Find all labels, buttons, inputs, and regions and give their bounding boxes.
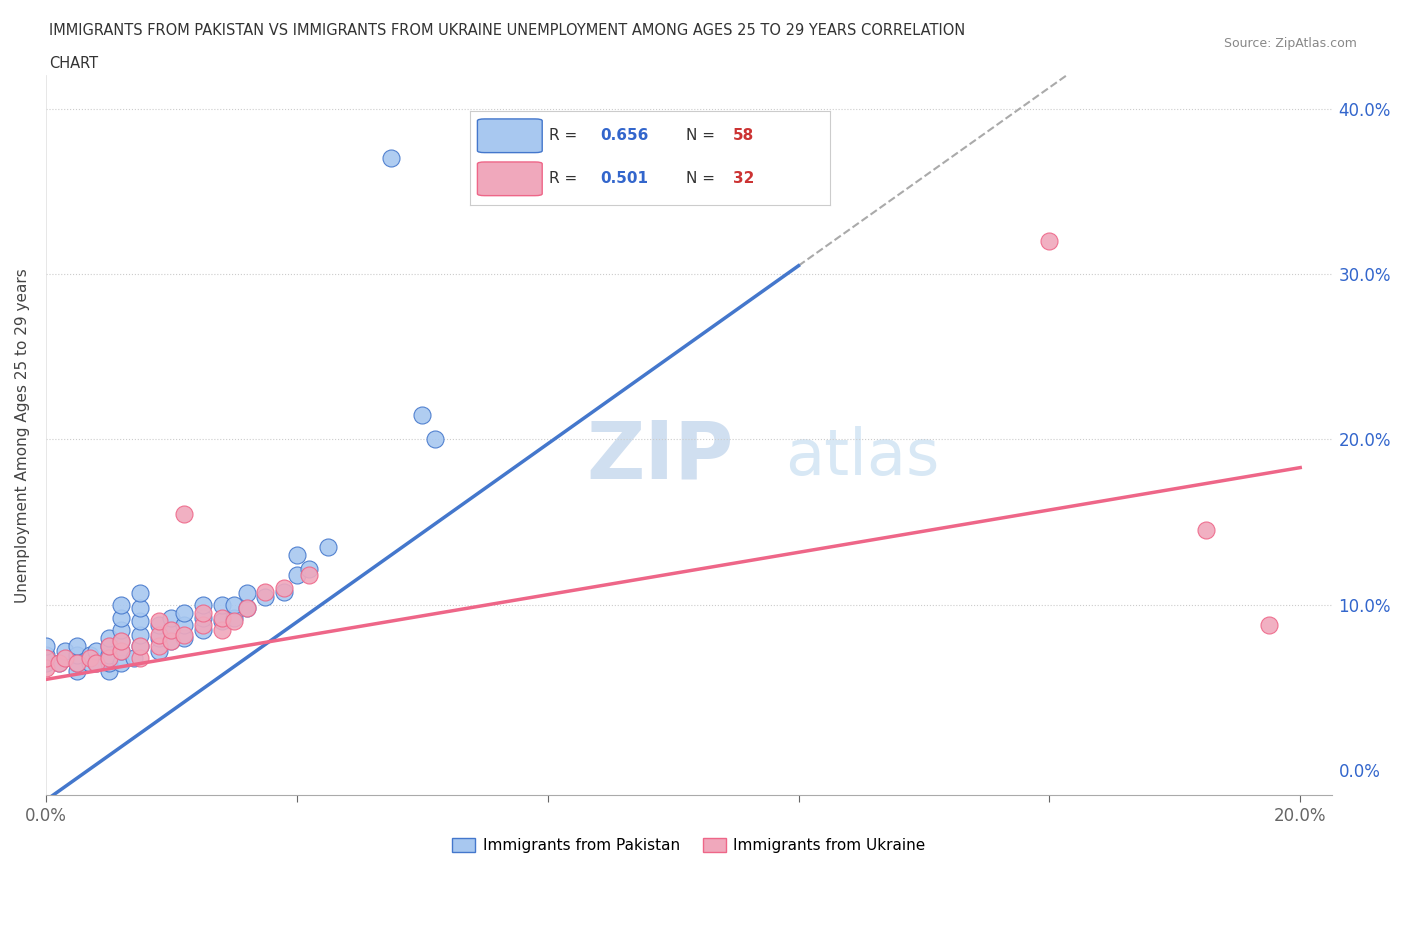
Point (224, 597, 246, 612)
Point (122, 650, 145, 665)
Point (35, 639, 58, 654)
Point (129, 601, 152, 616)
Point (97, 639, 120, 654)
Point (84, 656, 107, 671)
Point (285, 567, 308, 582)
Point (35, 647, 58, 662)
Point (53, 644, 76, 658)
Point (173, 618, 195, 632)
Point (160, 634, 183, 649)
Point (97, 656, 120, 671)
Point (160, 634, 183, 649)
Point (211, 622, 233, 637)
Point (160, 622, 183, 637)
Point (110, 644, 132, 658)
Point (110, 634, 132, 649)
Point (1038, 233, 1060, 248)
Point (97, 639, 120, 654)
Point (1257, 618, 1279, 632)
Point (191, 605, 214, 620)
Point (273, 584, 295, 599)
Point (173, 507, 195, 522)
Point (148, 618, 170, 632)
Point (35, 656, 58, 671)
Point (235, 601, 257, 616)
Point (191, 622, 214, 637)
Legend: Immigrants from Pakistan, Immigrants from Ukraine: Immigrants from Pakistan, Immigrants fro… (446, 832, 932, 859)
Point (254, 584, 277, 599)
Point (97, 647, 120, 662)
Point (380, 151, 402, 166)
Point (110, 634, 132, 649)
Point (110, 597, 132, 612)
Point (173, 605, 195, 620)
Point (1195, 523, 1218, 538)
Y-axis label: Unemployment Among Ages 25 to 29 years: Unemployment Among Ages 25 to 29 years (15, 268, 30, 603)
Point (66, 639, 89, 654)
Point (97, 650, 120, 665)
Point (35, 660, 58, 675)
Point (235, 586, 257, 601)
Point (97, 631, 120, 645)
Point (148, 639, 170, 654)
Point (235, 601, 257, 616)
Point (79, 650, 101, 665)
Point (84, 644, 107, 658)
Point (48, 656, 70, 671)
Point (84, 656, 107, 671)
Text: IMMIGRANTS FROM PAKISTAN VS IMMIGRANTS FROM UKRAINE UNEMPLOYMENT AMONG AGES 25 T: IMMIGRANTS FROM PAKISTAN VS IMMIGRANTS F… (49, 23, 966, 38)
Point (66, 656, 89, 671)
Point (66, 647, 89, 662)
Point (97, 664, 120, 679)
Point (66, 664, 89, 679)
Point (298, 567, 321, 582)
Text: ZIP: ZIP (586, 418, 733, 496)
Point (79, 647, 101, 662)
Point (285, 548, 308, 563)
Point (191, 618, 214, 632)
Point (79, 656, 101, 671)
Point (110, 622, 132, 637)
Point (191, 597, 214, 612)
Point (254, 590, 277, 604)
Text: CHART: CHART (49, 56, 98, 71)
Point (110, 656, 132, 671)
Point (129, 639, 152, 654)
Point (160, 622, 183, 637)
Point (211, 611, 233, 626)
Point (423, 432, 446, 447)
Point (273, 581, 295, 596)
Point (66, 656, 89, 671)
Point (129, 586, 152, 601)
Point (148, 644, 170, 658)
Point (224, 611, 246, 626)
Point (129, 650, 152, 665)
Point (110, 644, 132, 658)
Point (173, 631, 195, 645)
Point (411, 407, 433, 422)
Point (48, 656, 70, 671)
Point (211, 614, 233, 629)
Point (148, 631, 170, 645)
Point (129, 628, 152, 643)
Point (35, 650, 58, 665)
Point (148, 628, 170, 643)
Point (298, 561, 321, 576)
Point (211, 597, 233, 612)
Point (173, 628, 195, 643)
Point (110, 611, 132, 626)
Point (316, 539, 339, 554)
Point (129, 639, 152, 654)
Point (191, 611, 214, 626)
Text: atlas: atlas (785, 426, 939, 488)
Point (160, 611, 183, 626)
Text: Source: ZipAtlas.com: Source: ZipAtlas.com (1223, 37, 1357, 50)
Point (53, 650, 76, 665)
Point (53, 650, 76, 665)
Point (224, 614, 246, 629)
Point (129, 614, 152, 629)
Point (148, 614, 170, 629)
